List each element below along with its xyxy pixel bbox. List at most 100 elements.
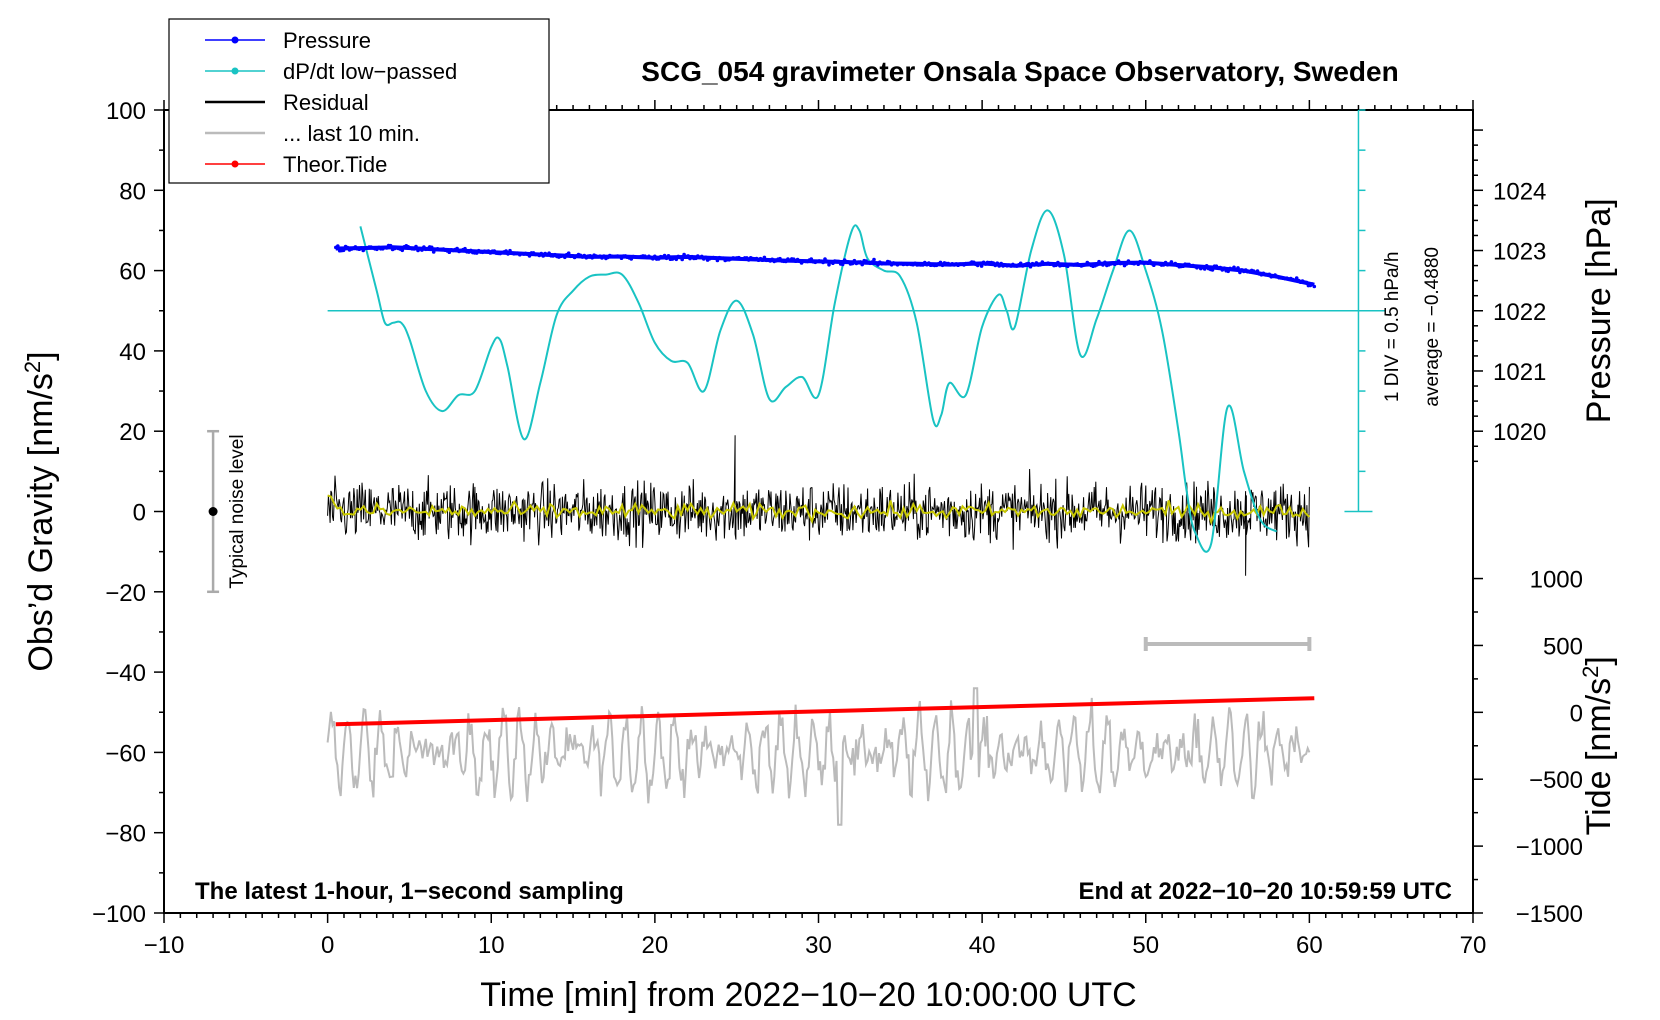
pressure-tick-label: 1023 <box>1493 239 1546 266</box>
pressure-point <box>979 264 984 268</box>
pressure-point <box>431 250 436 254</box>
pressure-tick-label: 1020 <box>1493 419 1546 446</box>
legend-item: Theor.Tide <box>205 152 387 177</box>
pressure-point <box>345 245 350 250</box>
pressure-point <box>447 250 452 254</box>
tide-axis-label-main: Tide [nm/s <box>1580 678 1618 835</box>
pressure-point <box>1038 263 1043 267</box>
legend-label: ... last 10 min. <box>283 121 420 146</box>
legend-item: Pressure <box>205 28 371 53</box>
pressure-point <box>602 254 606 258</box>
pressure-point <box>1095 263 1099 267</box>
x-tick-label: −10 <box>144 932 185 959</box>
tide-tick-label: 0 <box>1570 700 1583 727</box>
tide-tick-label: −1000 <box>1516 834 1583 861</box>
x-tick-label: 20 <box>642 932 669 959</box>
y-tick-label: 60 <box>119 259 146 286</box>
pressure-point <box>1056 260 1060 265</box>
pressure-point <box>429 245 434 250</box>
pressure-point <box>541 254 545 258</box>
pressure-point <box>590 255 594 260</box>
pressure-point <box>455 246 459 251</box>
y-tick-label: 100 <box>106 98 146 125</box>
pressure-tick-label: 1022 <box>1493 299 1546 326</box>
pressure-point <box>666 254 671 258</box>
pressure-point <box>760 258 765 263</box>
pressure-point <box>508 248 512 253</box>
pressure-point <box>840 262 845 267</box>
pressure-point <box>414 244 418 249</box>
last-10-min-line <box>326 687 1311 826</box>
pressure-point <box>664 256 669 261</box>
tide-axis-label: Tide [nm/s2] <box>1578 656 1618 835</box>
pressure-point <box>1124 262 1129 266</box>
legend-swatch-marker <box>231 36 239 44</box>
x-tick-label: 30 <box>805 932 832 959</box>
theor-tide-line <box>335 696 1315 727</box>
pressure-point <box>1255 269 1260 273</box>
dpdt-line <box>359 209 1278 553</box>
y-axis-label: Obs’d Gravity [nm/s2] <box>20 351 60 671</box>
pressure-point <box>1103 260 1107 265</box>
pressure-point <box>629 257 634 261</box>
pressure-point <box>547 251 551 255</box>
pressure-point <box>1304 280 1309 285</box>
pressure-point <box>713 255 718 260</box>
pressure-axis-label: Pressure [hPa] <box>1580 198 1618 423</box>
pressure-point <box>715 258 720 263</box>
tide-tick-label: −1500 <box>1516 901 1583 928</box>
legend-item: Residual <box>205 90 369 115</box>
legend: Pressure dP/dt low−passed Residual ... last… <box>168 18 550 184</box>
pressure-point <box>1028 264 1033 269</box>
pressure-point <box>1018 261 1023 266</box>
dpdt-average-label: average = −0.4880 <box>1422 247 1443 407</box>
annotation-end-time: End at 2022−10−20 10:59:59 UTC <box>1078 878 1452 905</box>
y-tick-label: −100 <box>92 901 146 928</box>
pressure-point <box>809 257 814 261</box>
tide-axis-label-exp: 2 <box>1578 666 1603 678</box>
pressure-point <box>1054 263 1058 268</box>
y-axis: −100 −80 −60 −40 −20 0 20 40 60 80 100 Obs’d Gravit… <box>20 98 164 928</box>
last-10-min-marker <box>1143 636 1312 651</box>
pressure-point <box>1148 259 1152 263</box>
pressure-point <box>662 253 667 258</box>
pressure-tick-label: 1024 <box>1493 178 1546 205</box>
pressure-series <box>334 243 1317 289</box>
x-tick-label: 40 <box>969 932 996 959</box>
pressure-point <box>359 246 364 250</box>
pressure-point <box>563 255 567 260</box>
x-tick-label: 0 <box>321 932 334 959</box>
pressure-point <box>977 261 982 266</box>
y-tick-label: −40 <box>105 660 146 687</box>
pressure-point <box>1310 282 1315 286</box>
legend-item: ... last 10 min. <box>205 121 420 146</box>
pressure-point <box>400 248 405 253</box>
noise-bar-center-dot <box>208 507 218 516</box>
pressure-point <box>474 251 479 255</box>
y-axis-label-exp: 2 <box>20 361 45 373</box>
pressure-point <box>1101 263 1105 267</box>
pressure-point <box>938 260 943 265</box>
pressure-point <box>876 263 880 267</box>
pressure-tick-label: 1021 <box>1493 359 1546 386</box>
legend-swatch-marker <box>231 67 239 75</box>
pressure-point <box>999 261 1003 266</box>
pressure-point <box>420 248 424 252</box>
y-tick-label: 80 <box>119 178 146 205</box>
legend-item: dP/dt low−passed <box>205 59 457 84</box>
y-axis-label-end: ] <box>22 351 60 360</box>
x-tick-label: 50 <box>1132 932 1159 959</box>
y-axis-label-main: Obs’d Gravity [nm/s <box>22 373 60 672</box>
pressure-point <box>1236 266 1240 270</box>
pressure-point <box>825 259 829 264</box>
y-tick-label: 20 <box>119 419 146 446</box>
legend-label: dP/dt low−passed <box>283 59 457 84</box>
pressure-point <box>506 252 510 256</box>
pressure-point <box>1204 264 1209 268</box>
pressure-point <box>680 257 684 262</box>
pressure-point <box>784 259 788 264</box>
pressure-point <box>762 255 767 260</box>
noise-level-bar: Typical noise level <box>207 429 248 594</box>
y-tick-label: −80 <box>105 821 146 848</box>
